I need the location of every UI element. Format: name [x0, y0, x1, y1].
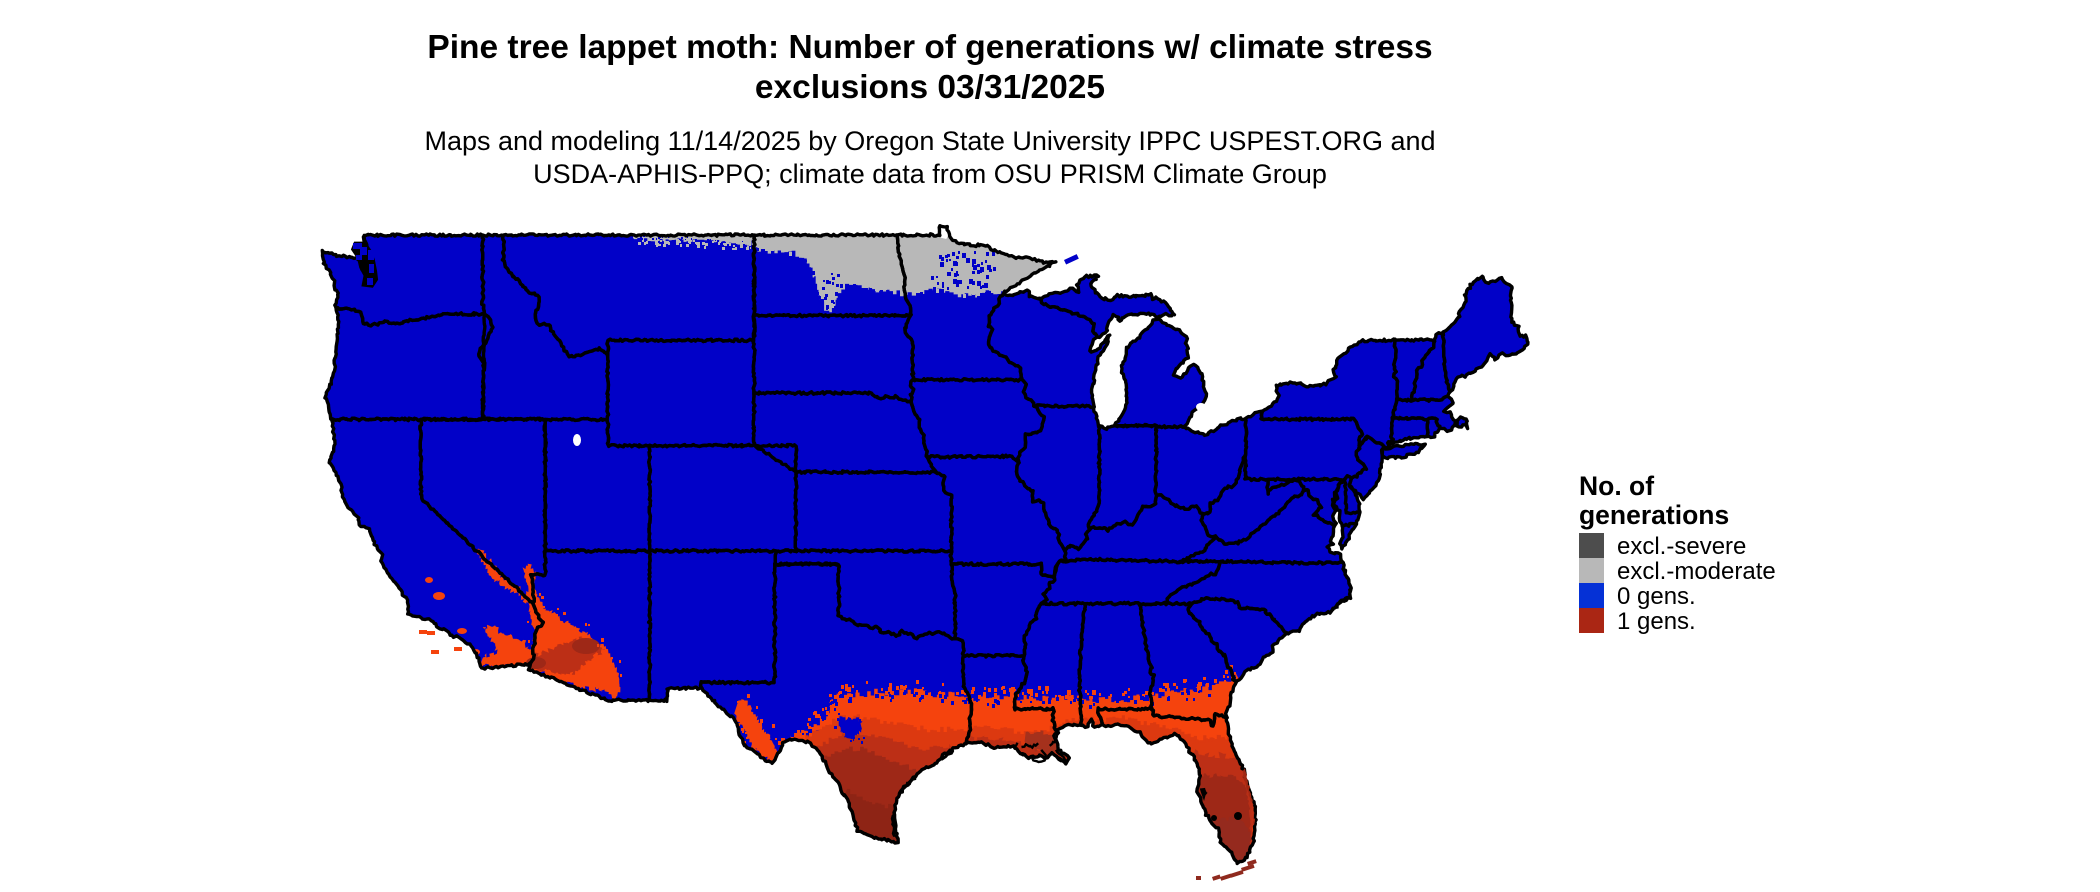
svg-text:Maps and modeling 11/14/2025 b: Maps and modeling 11/14/2025 by Oregon S… — [424, 126, 1435, 156]
svg-text:USDA-APHIS-PPQ; climate data f: USDA-APHIS-PPQ; climate data from OSU PR… — [533, 159, 1327, 189]
svg-text:1 gens.: 1 gens. — [1617, 608, 1696, 635]
svg-text:excl.-severe: excl.-severe — [1617, 533, 1746, 560]
svg-text:No. of: No. of — [1579, 471, 1654, 501]
svg-text:0 gens.: 0 gens. — [1617, 583, 1696, 610]
svg-text:excl.-moderate: excl.-moderate — [1617, 558, 1776, 585]
svg-text:Pine tree lappet moth: Number: Pine tree lappet moth: Number of generat… — [427, 29, 1432, 66]
svg-text:generations: generations — [1579, 500, 1729, 530]
svg-text:exclusions 03/31/2025: exclusions 03/31/2025 — [755, 69, 1105, 106]
